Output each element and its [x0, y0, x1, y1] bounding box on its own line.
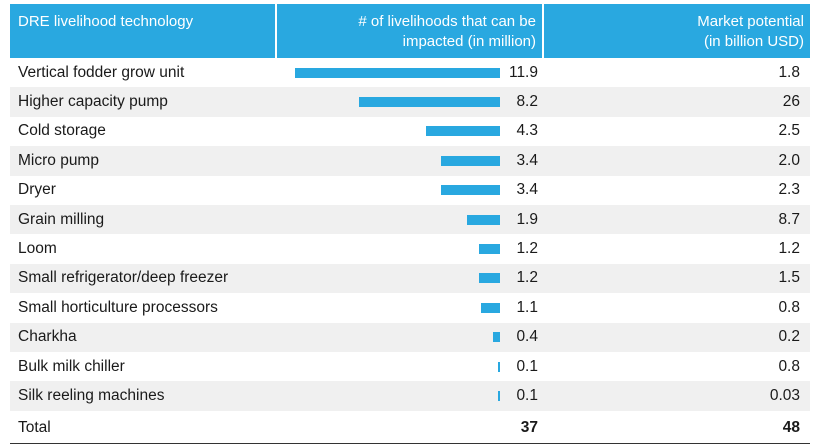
technology-label: Higher capacity pump — [18, 93, 168, 111]
market-value: 0.2 — [778, 328, 800, 346]
header-livelihoods-line2: impacted (in million) — [402, 33, 536, 50]
market-value: 1.8 — [778, 63, 800, 81]
livelihoods-value: 8.2 — [516, 93, 538, 111]
technology-label: Small refrigerator/deep freezer — [18, 269, 229, 287]
market-value: 2.3 — [778, 181, 800, 199]
livelihood-bar — [498, 390, 500, 401]
table-row: Charkha 0.4 0.2 — [10, 322, 810, 352]
header-livelihoods: # of livelihoods that can be impacted (i… — [277, 4, 542, 58]
livelihoods-cell: 4.3 — [277, 117, 544, 146]
technology-label: Micro pump — [18, 151, 99, 169]
livelihoods-value: 4.3 — [516, 122, 538, 140]
total-label: Total — [18, 418, 51, 436]
technology-label: Dryer — [18, 181, 56, 199]
livelihoods-value: 0.1 — [516, 386, 538, 404]
livelihoods-value: 1.2 — [516, 240, 538, 258]
total-row: Total 37 48 — [10, 413, 810, 444]
total-livelihoods: 37 — [520, 418, 538, 436]
technology-label: Grain milling — [18, 210, 105, 228]
market-value: 1.5 — [778, 269, 800, 287]
technology-label: Charkha — [18, 328, 77, 346]
livelihoods-cell: 3.4 — [277, 176, 544, 205]
header-technology: DRE livelihood technology — [10, 4, 275, 58]
market-value: 8.7 — [778, 210, 800, 228]
livelihoods-value: 0.4 — [516, 328, 538, 346]
market-value: 0.8 — [778, 298, 800, 316]
market-value: 0.03 — [769, 386, 800, 404]
livelihood-bar — [481, 302, 500, 313]
livelihood-table: DRE livelihood technology # of livelihoo… — [10, 4, 810, 444]
header-livelihoods-line1: # of livelihoods that can be — [358, 13, 536, 30]
livelihoods-cell: 11.9 — [277, 58, 544, 87]
livelihoods-value: 1.1 — [516, 298, 538, 316]
livelihoods-cell: 1.1 — [277, 293, 544, 322]
livelihoods-cell: 1.2 — [277, 264, 544, 293]
header-market-line1: Market potential — [697, 13, 804, 30]
livelihoods-cell: 1.2 — [277, 234, 544, 263]
livelihood-bar — [295, 67, 500, 78]
livelihoods-value: 3.4 — [516, 181, 538, 199]
table-row: Dryer 3.4 2.3 — [10, 176, 810, 205]
table-row: Grain milling 1.9 8.7 — [10, 204, 810, 235]
table-row: Higher capacity pump 8.2 26 — [10, 87, 810, 117]
livelihoods-value: 1.2 — [516, 269, 538, 287]
table-row: Small horticulture processors 1.1 0.8 — [10, 293, 810, 322]
technology-label: Vertical fodder grow unit — [18, 63, 185, 81]
table-row: Micro pump 3.4 2.0 — [10, 146, 810, 176]
market-value: 26 — [782, 93, 800, 111]
table-row: Silk reeling machines 0.1 0.03 — [10, 381, 810, 411]
livelihood-bar — [479, 273, 500, 284]
livelihood-bar — [479, 244, 500, 255]
table-row: Bulk milk chiller 0.1 0.8 — [10, 352, 810, 381]
livelihoods-cell: 3.4 — [277, 146, 544, 175]
livelihood-bar — [441, 155, 500, 166]
market-value: 0.8 — [778, 357, 800, 375]
header-market: Market potential (in billion USD) — [544, 4, 810, 58]
market-value: 2.0 — [778, 151, 800, 169]
livelihoods-cell: 0.1 — [277, 352, 544, 381]
technology-label: Bulk milk chiller — [18, 357, 125, 375]
livelihoods-value: 1.9 — [516, 210, 538, 228]
livelihoods-value: 3.4 — [516, 151, 538, 169]
livelihood-bar — [467, 214, 500, 225]
table-header: DRE livelihood technology # of livelihoo… — [10, 4, 810, 58]
header-market-line2: (in billion USD) — [703, 33, 804, 50]
livelihood-bar — [498, 361, 500, 372]
livelihoods-cell: 0.1 — [277, 381, 544, 410]
livelihoods-cell: 8.2 — [277, 87, 544, 116]
livelihoods-value: 0.1 — [516, 357, 538, 375]
technology-label: Loom — [18, 240, 57, 258]
market-value: 2.5 — [778, 122, 800, 140]
table-row: Loom 1.2 1.2 — [10, 234, 810, 263]
technology-label: Small horticulture processors — [18, 298, 218, 316]
livelihoods-cell: 0.4 — [277, 323, 544, 352]
technology-label: Silk reeling machines — [18, 386, 165, 404]
livelihood-bar — [441, 185, 500, 196]
total-market: 48 — [782, 418, 800, 436]
table-row: Vertical fodder grow unit 11.9 1.8 — [10, 58, 810, 87]
table-row: Cold storage 4.3 2.5 — [10, 117, 810, 146]
table-body: Vertical fodder grow unit 11.9 1.8 Higher c… — [10, 58, 810, 411]
technology-label: Cold storage — [18, 122, 106, 140]
livelihood-bar — [358, 97, 500, 108]
livelihood-bar — [493, 332, 500, 343]
table-row: Small refrigerator/deep freezer 1.2 1.5 — [10, 263, 810, 294]
livelihood-bar — [425, 126, 500, 137]
livelihoods-cell: 1.9 — [277, 205, 544, 234]
market-value: 1.2 — [778, 240, 800, 258]
livelihoods-value: 11.9 — [508, 63, 538, 81]
